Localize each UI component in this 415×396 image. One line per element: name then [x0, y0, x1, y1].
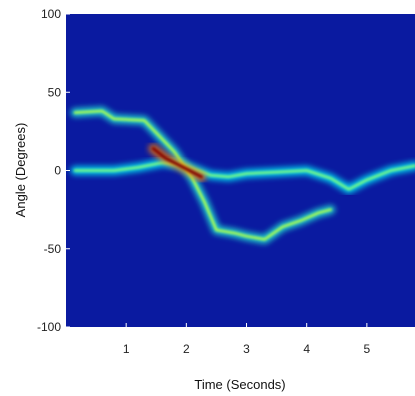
y-tick-label: -50: [44, 242, 62, 256]
track-line-1: [73, 109, 333, 241]
y-tick-label: 0: [54, 164, 61, 178]
y-tick-label: 100: [41, 7, 61, 21]
x-axis-label: Time (Seconds): [194, 377, 285, 392]
y-axis-label: Angle (Degrees): [13, 123, 28, 218]
x-tick-label: 4: [303, 342, 310, 356]
x-axis: 1 2 3 4 5: [123, 323, 371, 356]
track-line-0: [73, 161, 415, 191]
y-axis: 100 50 0 -50 -100: [37, 7, 70, 334]
x-tick-label: 1: [123, 342, 130, 356]
tracks-layer: [70, 106, 415, 244]
y-tick-label: 50: [48, 85, 62, 99]
y-tick-label: -100: [37, 320, 61, 334]
x-tick-label: 5: [364, 342, 371, 356]
track-line-2: [151, 147, 203, 179]
x-tick-label: 3: [243, 342, 250, 356]
x-tick-label: 2: [183, 342, 190, 356]
